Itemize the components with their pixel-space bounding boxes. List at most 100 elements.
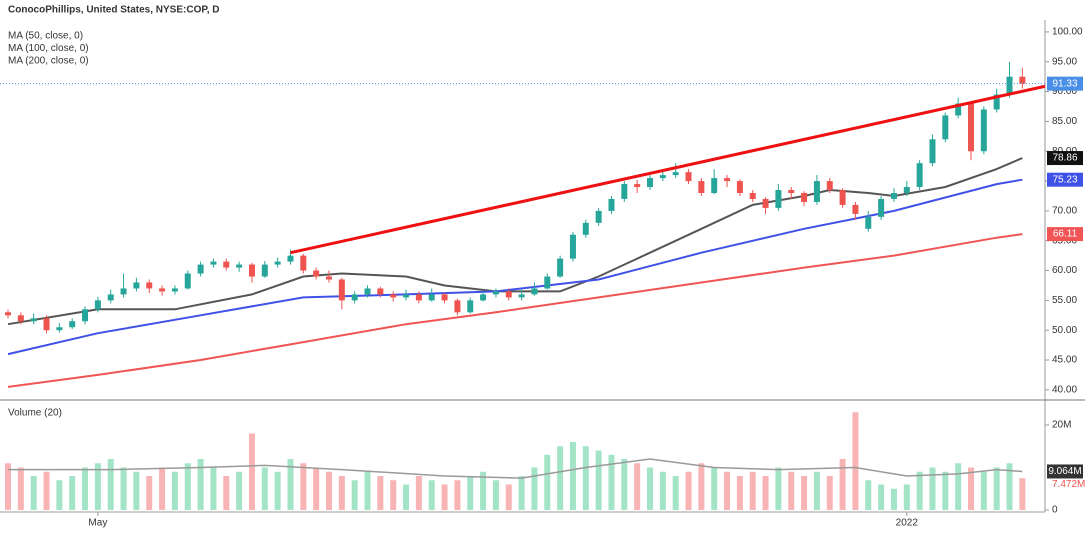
volume-bar [146, 475, 153, 510]
volume-bar [929, 467, 936, 510]
candle-body [724, 178, 731, 182]
candle-body [133, 282, 140, 289]
candle-body [903, 187, 910, 193]
volume-bar [492, 480, 499, 510]
value-badge-label: 66.11 [1053, 229, 1078, 240]
y-tick-label: 95.00 [1052, 56, 1077, 67]
candle-body [146, 282, 153, 289]
volume-bar [261, 467, 268, 510]
candle-body [993, 94, 1000, 110]
volume-bar [184, 463, 191, 510]
volume-bar [300, 463, 307, 510]
price-pane [5, 61, 1045, 388]
candle-body [56, 327, 63, 331]
candle-body [518, 294, 525, 298]
candle-body [390, 294, 397, 298]
volume-bar [1006, 463, 1013, 510]
candle-body [43, 318, 50, 331]
value-badge [1047, 464, 1083, 479]
candle-body [672, 172, 679, 176]
candle-body [968, 103, 974, 152]
candle-body [531, 288, 538, 295]
volume-bar [56, 480, 63, 510]
volume-bar [801, 475, 808, 510]
volume-bar [17, 467, 24, 510]
volume-bar [313, 467, 320, 510]
volume-bar [852, 412, 859, 510]
volume-bar [351, 480, 358, 510]
y-tick-label: 90.00 [1052, 86, 1077, 97]
volume-bar [390, 480, 397, 510]
candle-body [621, 184, 628, 199]
volume-bar [942, 471, 949, 510]
candle-body [82, 309, 89, 322]
volume-bar [916, 471, 923, 510]
volume-bar [171, 471, 178, 510]
candle-body [916, 163, 923, 188]
volume-bar [30, 475, 37, 510]
candle-body [30, 318, 37, 322]
volume-value-label: 7.472M [1052, 479, 1085, 490]
candle-body [557, 258, 564, 277]
volume-bar [287, 458, 294, 510]
candle-body [69, 321, 76, 328]
volume-bar [569, 441, 576, 510]
candle-body [878, 198, 885, 217]
volume-bar [968, 467, 974, 510]
y-tick-label: 55.00 [1052, 295, 1077, 306]
candle-body [826, 181, 833, 191]
volume-bar [210, 467, 217, 510]
candle-body [261, 264, 268, 277]
candle-body [505, 291, 512, 298]
value-badge-label: 75.23 [1052, 174, 1077, 185]
volume-bar [698, 463, 705, 510]
value-badge [1047, 76, 1083, 91]
volume-bar [274, 471, 281, 510]
candle-body [608, 198, 615, 211]
moving-average-line [7, 157, 1023, 326]
volume-bar [993, 467, 1000, 510]
candle-body [197, 264, 204, 274]
candle-body [659, 175, 666, 179]
volume-bar [775, 467, 782, 510]
volume-bar [518, 475, 525, 510]
volume-bar [749, 471, 756, 510]
volume-pane [5, 412, 1026, 510]
candle-body [813, 181, 820, 202]
volume-bar [107, 458, 114, 510]
candle-body [929, 139, 936, 164]
volume-bar [955, 463, 962, 510]
legend-entry: MA (200, close, 0) [8, 56, 89, 67]
volume-bar [659, 471, 666, 510]
candle-body [94, 300, 101, 310]
volume-bar [608, 454, 615, 510]
legend-entry: MA (50, close, 0) [8, 31, 83, 42]
y-tick-label: 70.00 [1052, 206, 1077, 217]
candle-body [428, 294, 435, 301]
x-tick-label: 2022 [896, 518, 919, 529]
candle-body [801, 192, 808, 202]
volume-bar [711, 467, 718, 510]
candle-body [326, 276, 332, 280]
candle-body [685, 172, 692, 182]
candle-body [788, 190, 795, 193]
volume-bar [326, 471, 332, 510]
trendline [290, 84, 1045, 255]
candle-body [865, 216, 872, 229]
volume-bar [43, 471, 50, 510]
volume-bar [505, 484, 512, 510]
x-tick-label: May [88, 518, 107, 529]
candle-body [454, 300, 461, 313]
candle-body [955, 103, 962, 116]
candle-body [1006, 76, 1013, 95]
volume-bar [236, 471, 243, 510]
volume-bar [813, 471, 820, 510]
candle-body [223, 261, 230, 268]
candle-body [287, 255, 294, 262]
volume-bar [415, 475, 422, 510]
y-tick-label: 45.00 [1052, 355, 1077, 366]
volume-bar [403, 484, 410, 510]
candle-body [544, 276, 551, 289]
volume-ma-line [8, 458, 1023, 479]
